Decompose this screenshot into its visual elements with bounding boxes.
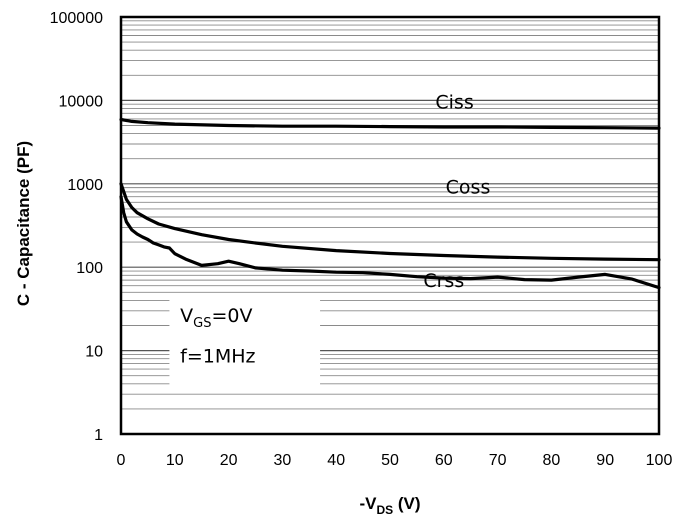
x-axis-title-sub: DS xyxy=(376,503,393,517)
series-label-coss: Coss xyxy=(446,176,491,198)
x-tick-label: 60 xyxy=(435,452,453,469)
plot-frame xyxy=(119,15,661,436)
x-axis-title-prefix: -V xyxy=(359,494,377,513)
x-tick-label: 50 xyxy=(381,452,399,469)
condition-vgs-suffix: =0V xyxy=(212,305,253,327)
x-tick-label: 70 xyxy=(489,452,507,469)
conditions-box xyxy=(169,296,321,388)
series-label-crss: Crss xyxy=(423,270,464,292)
y-tick-label: 10 xyxy=(85,344,103,361)
x-axis-title: -VDS (V) xyxy=(359,494,420,517)
condition-frequency: f=1MHz xyxy=(180,345,255,367)
y-tick-label: 100 xyxy=(76,260,103,277)
condition-vgs-prefix: V xyxy=(180,305,193,327)
x-tick-label: 10 xyxy=(166,452,184,469)
series-labels: Ciss Coss Crss xyxy=(423,91,490,291)
condition-vgs-sub: GS xyxy=(193,316,211,331)
x-tick-label: 100 xyxy=(646,452,673,469)
series-line-crss xyxy=(119,195,661,290)
x-tick-label: 80 xyxy=(543,452,561,469)
x-tick-label: 90 xyxy=(596,452,614,469)
x-axis-title-suffix: (V) xyxy=(393,494,420,513)
series-line-coss xyxy=(119,182,661,262)
x-tick-label: 30 xyxy=(274,452,292,469)
x-tick-label: 20 xyxy=(220,452,238,469)
series-line-ciss xyxy=(119,117,661,130)
series-label-ciss: Ciss xyxy=(435,91,473,113)
x-tick-label: 0 xyxy=(117,452,126,469)
series-lines xyxy=(119,117,661,290)
y-tick-label: 1 xyxy=(94,427,103,444)
y-axis-title: C - Capacitance (PF) xyxy=(14,141,33,306)
condition-vgs: VGS=0V xyxy=(180,305,252,331)
x-tick-labels: 0 10 20 30 40 50 60 70 80 90 100 xyxy=(117,452,673,469)
x-tick-label: 40 xyxy=(327,452,345,469)
y-tick-label: 1000 xyxy=(67,177,103,194)
y-tick-labels: 1 10 100 1000 10000 100000 xyxy=(50,10,103,444)
y-tick-label: 100000 xyxy=(50,10,103,27)
y-tick-label: 10000 xyxy=(59,93,104,110)
